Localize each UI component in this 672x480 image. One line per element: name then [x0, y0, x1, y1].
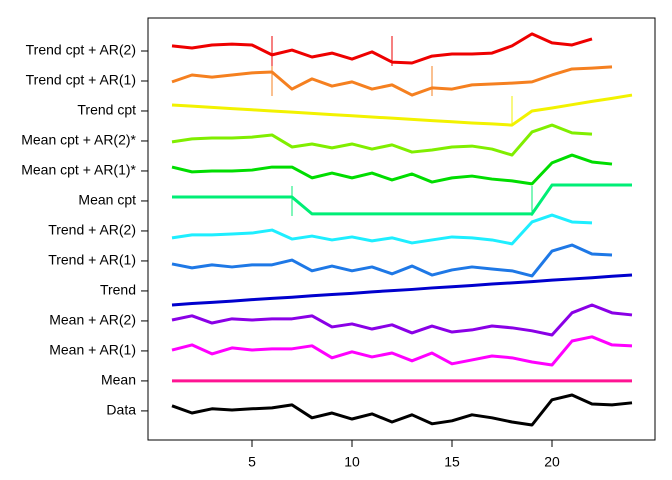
series-line — [171, 32, 593, 65]
series-line — [172, 183, 632, 216]
y-tick-label: Mean + AR(1) — [49, 342, 136, 358]
x-tick-label: 15 — [444, 454, 460, 470]
series-line — [171, 303, 633, 337]
series-line — [171, 273, 633, 307]
y-tick-label: Trend cpt + AR(1) — [26, 72, 136, 88]
y-tick-label: Trend + AR(1) — [48, 252, 136, 268]
series-line — [171, 65, 613, 97]
y-tick-label: Mean — [101, 372, 136, 388]
series-line — [171, 123, 593, 157]
x-tick-label: 20 — [544, 454, 560, 470]
y-tick-label: Trend cpt + AR(2) — [26, 42, 136, 58]
y-tick-label: Mean cpt + AR(2)* — [21, 132, 136, 148]
y-tick-label: Data — [106, 402, 136, 418]
series-line — [171, 393, 633, 427]
series-line — [171, 243, 613, 278]
x-tick-label: 10 — [344, 454, 360, 470]
series-line — [171, 93, 633, 127]
plot-frame — [147, 17, 656, 441]
series-line — [171, 153, 613, 186]
y-tick-label: Trend + AR(2) — [48, 222, 136, 238]
y-tick-label: Mean cpt — [78, 192, 136, 208]
y-tick-label: Trend — [100, 282, 136, 298]
y-tick-label: Trend cpt — [77, 102, 136, 118]
y-tick-label: Mean + AR(2) — [49, 312, 136, 328]
x-tick-label: 5 — [248, 454, 256, 470]
series-line — [171, 335, 633, 367]
y-tick-label: Mean cpt + AR(1)* — [21, 162, 136, 178]
series-line — [171, 213, 593, 246]
